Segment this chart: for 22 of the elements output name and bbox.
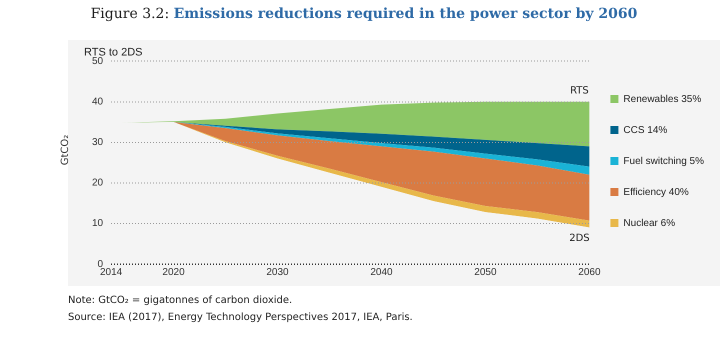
legend-label: CCS 14% bbox=[623, 124, 668, 136]
text: Note: GtCO₂ = gigatonnes of carbon dioxide. bbox=[68, 294, 294, 308]
chart-title: Figure 3.2: Emissions reductions required in the power sector by 2060 bbox=[90, 6, 638, 22]
x-tick-label: 2014 bbox=[100, 266, 123, 278]
y-tick-label: 20 bbox=[92, 178, 104, 189]
y-tick-label: 10 bbox=[92, 218, 104, 230]
legend-label: Nuclear 6% bbox=[623, 218, 676, 229]
source-note: Source: IEA (2017), Energy Technology Perspectives 2017, IEA, Paris. bbox=[68, 311, 413, 325]
x-tick-label: 2060 bbox=[578, 266, 601, 278]
y-axis-title: GtCO₂ bbox=[60, 134, 71, 168]
y-tick-label: 30 bbox=[92, 137, 104, 148]
annotation: RTS bbox=[570, 85, 589, 96]
series-label: 2DS bbox=[569, 233, 590, 244]
y-tick-label: 40 bbox=[92, 96, 104, 108]
x-tick-label: 2050 bbox=[474, 266, 497, 278]
x-tick-label: 2040 bbox=[370, 266, 394, 278]
legend-label: Efficiency 40% bbox=[623, 186, 689, 198]
x-tick-label: 2030 bbox=[266, 266, 290, 278]
legend-label: Renewables 35% bbox=[623, 94, 702, 105]
x-tick-label: 2020 bbox=[162, 266, 186, 278]
y-tick-label: 50 bbox=[92, 56, 104, 67]
legend-label: Fuel switching 5% bbox=[623, 156, 704, 167]
